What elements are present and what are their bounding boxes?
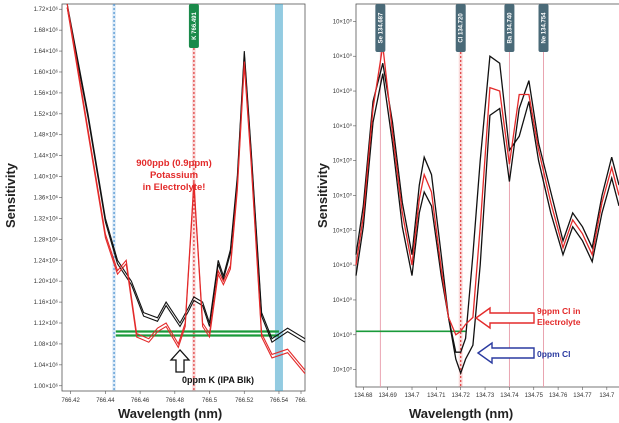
right-element-tag-label: Ba 134.740 — [507, 12, 513, 44]
left-x-tick-label: 766.48 — [166, 398, 185, 404]
left-chart-panel: Sensitivity 1.00×10⁶ 1.04×10⁶ 1.08×10⁶ 1.12… — [3, 3, 307, 421]
right-element-tag-label: Se 134.687 — [378, 12, 384, 43]
left-y-tick-label: 1.24×10⁶ — [34, 257, 59, 264]
right-x-tick-label: 134.71 — [427, 393, 446, 399]
right-element-tag-box — [504, 4, 515, 52]
right-annotation-cl: Electrolyte — [537, 317, 581, 327]
left-x-tick-label: 766.52 — [235, 398, 254, 404]
left-y-tick-label: 1.52×10⁶ — [34, 111, 59, 118]
right-y-tick-label: 10×10⁰ — [333, 123, 353, 130]
left-annotation-arrow — [169, 349, 191, 373]
left-y-tick-label: 1.32×10⁶ — [34, 215, 59, 222]
right-element-tag-box — [375, 4, 386, 52]
right-x-tick-label: 134.73 — [476, 393, 495, 399]
right-x-tick-label: 134.72 — [452, 393, 471, 399]
left-y-tick-label: 1.56×10⁶ — [34, 90, 59, 97]
right-chart: 10×10⁰ 10×10⁰ 10×10⁰ 10×10⁰ 10×10⁰ 10×10⁰ 10×1… — [333, 3, 619, 399]
left-y-tick-label: 1.20×10⁶ — [34, 278, 59, 285]
right-annotation-blank: 0ppm Cl — [537, 349, 571, 359]
right-element-tag: Cl 134.720 — [455, 4, 466, 52]
right-y-tick-label: 10×10⁰ — [333, 88, 353, 95]
left-element-tag-box — [188, 4, 199, 48]
right-element-tag-box — [455, 4, 466, 52]
left-series-line — [66, 7, 306, 374]
right-y-tick-label: 10×10⁰ — [333, 18, 353, 25]
right-x-tick-label: 134.69 — [378, 393, 397, 399]
right-annotation-cl: 9ppm Cl in — [537, 306, 580, 316]
right-x-axis-label: Wavelength (nm) — [409, 406, 514, 421]
right-x-tick-label: 134.75 — [525, 393, 544, 399]
right-annotation-arrow-cl — [474, 306, 535, 330]
left-annotation-potassium: 900ppb (0.9ppm) — [136, 158, 212, 169]
left-y-tick-label: 1.08×10⁶ — [34, 341, 59, 348]
right-element-tag: Ne 134.754 — [538, 4, 549, 52]
left-x-tick-label: 766.5 — [202, 398, 218, 404]
left-annotation-blank: 0ppm K (IPA Blk) — [182, 375, 254, 385]
right-element-tag: Ba 134.740 — [504, 4, 515, 52]
left-x-axis-label: Wavelength (nm) — [118, 406, 223, 421]
left-y-tick-label: 1.04×10⁶ — [34, 362, 59, 369]
left-annotation-potassium: in Electrolyte! — [143, 182, 206, 193]
right-y-tick-label: 10×10⁰ — [333, 332, 353, 339]
left-x-tick-label: 766.44 — [96, 398, 115, 404]
right-series-line — [355, 55, 619, 353]
right-y-tick-label: 10×10⁰ — [333, 158, 353, 165]
right-y-tick-label: 10×10⁰ — [333, 297, 353, 304]
right-x-tick-label: 134.77 — [573, 393, 592, 399]
right-chart-panel: Sensitivity 10×10⁰ 10×10⁰ 10×10⁰ 10×10⁰ 10×1… — [312, 0, 619, 423]
left-y-tick-label: 1.16×10⁶ — [34, 299, 59, 306]
left-y-tick-label: 1.60×10⁶ — [34, 69, 59, 76]
right-y-tick-label: 10×10⁰ — [333, 227, 353, 234]
left-element-tag: K 766.491 — [188, 4, 199, 48]
right-marker-halo — [458, 4, 463, 387]
left-element-tag-label: K 766.491 — [192, 12, 198, 40]
right-y-tick-label: 10×10⁰ — [333, 367, 353, 374]
right-x-tick-label: 134.7 — [599, 393, 615, 399]
right-y-tick-label: 10×10⁰ — [333, 193, 353, 200]
right-x-tick-label: 134.7 — [405, 393, 421, 399]
left-y-tick-label: 1.36×10⁶ — [34, 195, 59, 202]
left-y-tick-label: 1.28×10⁶ — [34, 236, 59, 243]
left-chart: 1.00×10⁶ 1.04×10⁶ 1.08×10⁶ 1.12×10⁶ 1.16×10⁶… — [34, 3, 307, 404]
left-y-tick-label: 1.40×10⁶ — [34, 174, 59, 181]
right-plot-area — [355, 3, 619, 388]
left-y-tick-label: 1.44×10⁶ — [34, 153, 59, 160]
right-element-tag-box — [538, 4, 549, 52]
right-annotation-arrow-blank — [476, 341, 535, 365]
left-y-tick-label: 1.48×10⁶ — [34, 132, 59, 139]
right-series-line — [355, 45, 619, 336]
left-series-line — [66, 7, 306, 344]
right-x-tick-label: 134.76 — [549, 393, 568, 399]
left-x-tick-label: 766.54 — [270, 398, 289, 404]
right-y-tick-label: 10×10⁰ — [333, 262, 353, 269]
left-y-tick-label: 1.72×10⁶ — [34, 6, 59, 13]
left-x-tick-label: 766.46 — [131, 398, 150, 404]
left-marker-band — [274, 4, 283, 391]
right-series-line — [355, 63, 619, 376]
right-x-tick-label: 134.68 — [354, 393, 373, 399]
left-x-tick-label: 766.42 — [61, 398, 80, 404]
right-element-tag: Se 134.687 — [375, 4, 386, 52]
left-y-tick-label: 1.68×10⁶ — [34, 27, 59, 34]
left-y-tick-label: 1.00×10⁶ — [34, 383, 59, 390]
left-x-tick-label: 766. — [295, 398, 307, 404]
left-y-tick-label: 1.12×10⁶ — [34, 320, 59, 327]
left-annotation-potassium: Potassium — [150, 170, 198, 181]
left-y-tick-label: 1.64×10⁶ — [34, 48, 59, 55]
right-element-tag-label: Cl 134.720 — [459, 13, 465, 43]
right-y-tick-label: 10×10⁰ — [333, 53, 353, 60]
right-element-tag-label: Ne 134.754 — [542, 12, 548, 44]
right-x-tick-label: 134.74 — [500, 393, 519, 399]
